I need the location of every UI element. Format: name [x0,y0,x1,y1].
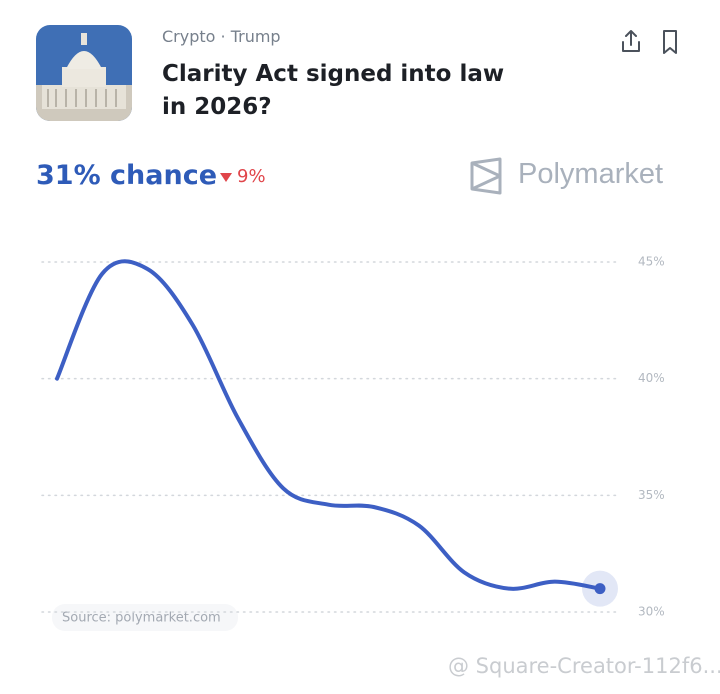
y-tick-label: 35% [638,488,665,502]
bookmark-icon[interactable] [663,30,677,54]
actions [622,30,677,54]
share-icon[interactable] [622,30,640,52]
y-tick-label: 45% [638,255,665,269]
y-tick-label: 30% [638,605,665,619]
watermark: @ Square-Creator-112f6... [448,654,720,678]
source-pill [52,604,238,631]
line [55,259,602,591]
down-arrow [220,173,232,182]
market-image [36,25,132,121]
category: Crypto · Trump [162,27,281,46]
end-point [594,583,606,595]
source: Source: polymarket.com [62,611,221,626]
brand-logo [470,157,502,195]
y-tick-label: 40% [638,371,665,385]
change: 9% [237,166,266,187]
market-title: Clarity Act signed into law in 2026? [162,61,505,120]
brand: Polymarket [518,158,664,190]
chance: 31% chance [36,160,218,191]
